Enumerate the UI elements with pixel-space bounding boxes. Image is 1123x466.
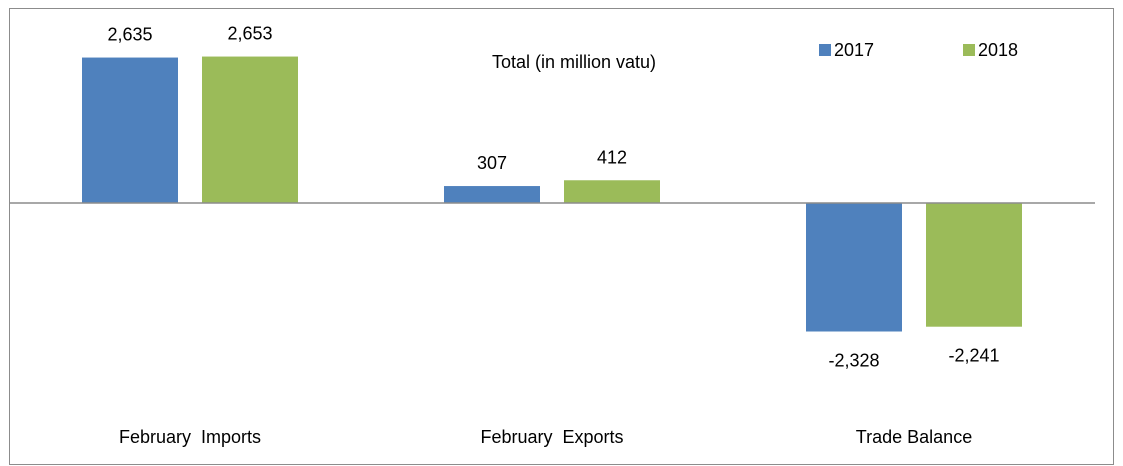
data-label-february-exports-2017: 307 (477, 153, 507, 173)
legend-swatch-2018 (963, 44, 975, 56)
category-label-february-exports: February Exports (480, 427, 623, 447)
category-label-trade-balance: Trade Balance (856, 427, 972, 447)
legend-label-2017: 2017 (834, 40, 874, 60)
legend: 2017 2018 (819, 40, 1018, 60)
data-label-trade-balance-2018: -2,241 (948, 346, 999, 366)
chart-frame (9, 8, 1114, 465)
data-label-february-exports-2018: 412 (597, 147, 627, 167)
bars-group (82, 56, 1022, 332)
data-label-february-imports-2017: 2,635 (107, 25, 152, 45)
category-label-february-imports: February Imports (119, 427, 261, 447)
bar-february-imports-2017 (82, 57, 178, 203)
bar-february-exports-2017 (444, 186, 540, 203)
bar-february-exports-2018 (564, 180, 660, 203)
bar-february-imports-2018 (202, 56, 298, 204)
data-label-february-imports-2018: 2,653 (227, 24, 272, 44)
legend-label-2018: 2018 (978, 40, 1018, 60)
category-labels-group: February Imports February Exports Trade Ba… (119, 427, 972, 447)
bar-trade-balance-2018 (926, 203, 1022, 327)
data-label-trade-balance-2017: -2,328 (828, 351, 879, 371)
legend-swatch-2017 (819, 44, 831, 56)
value-labels-group: 2,635 2,653 307 412 -2,328 -2,241 (107, 24, 999, 371)
chart-title: Total (in million vatu) (492, 52, 656, 72)
bar-trade-balance-2017 (806, 203, 902, 332)
